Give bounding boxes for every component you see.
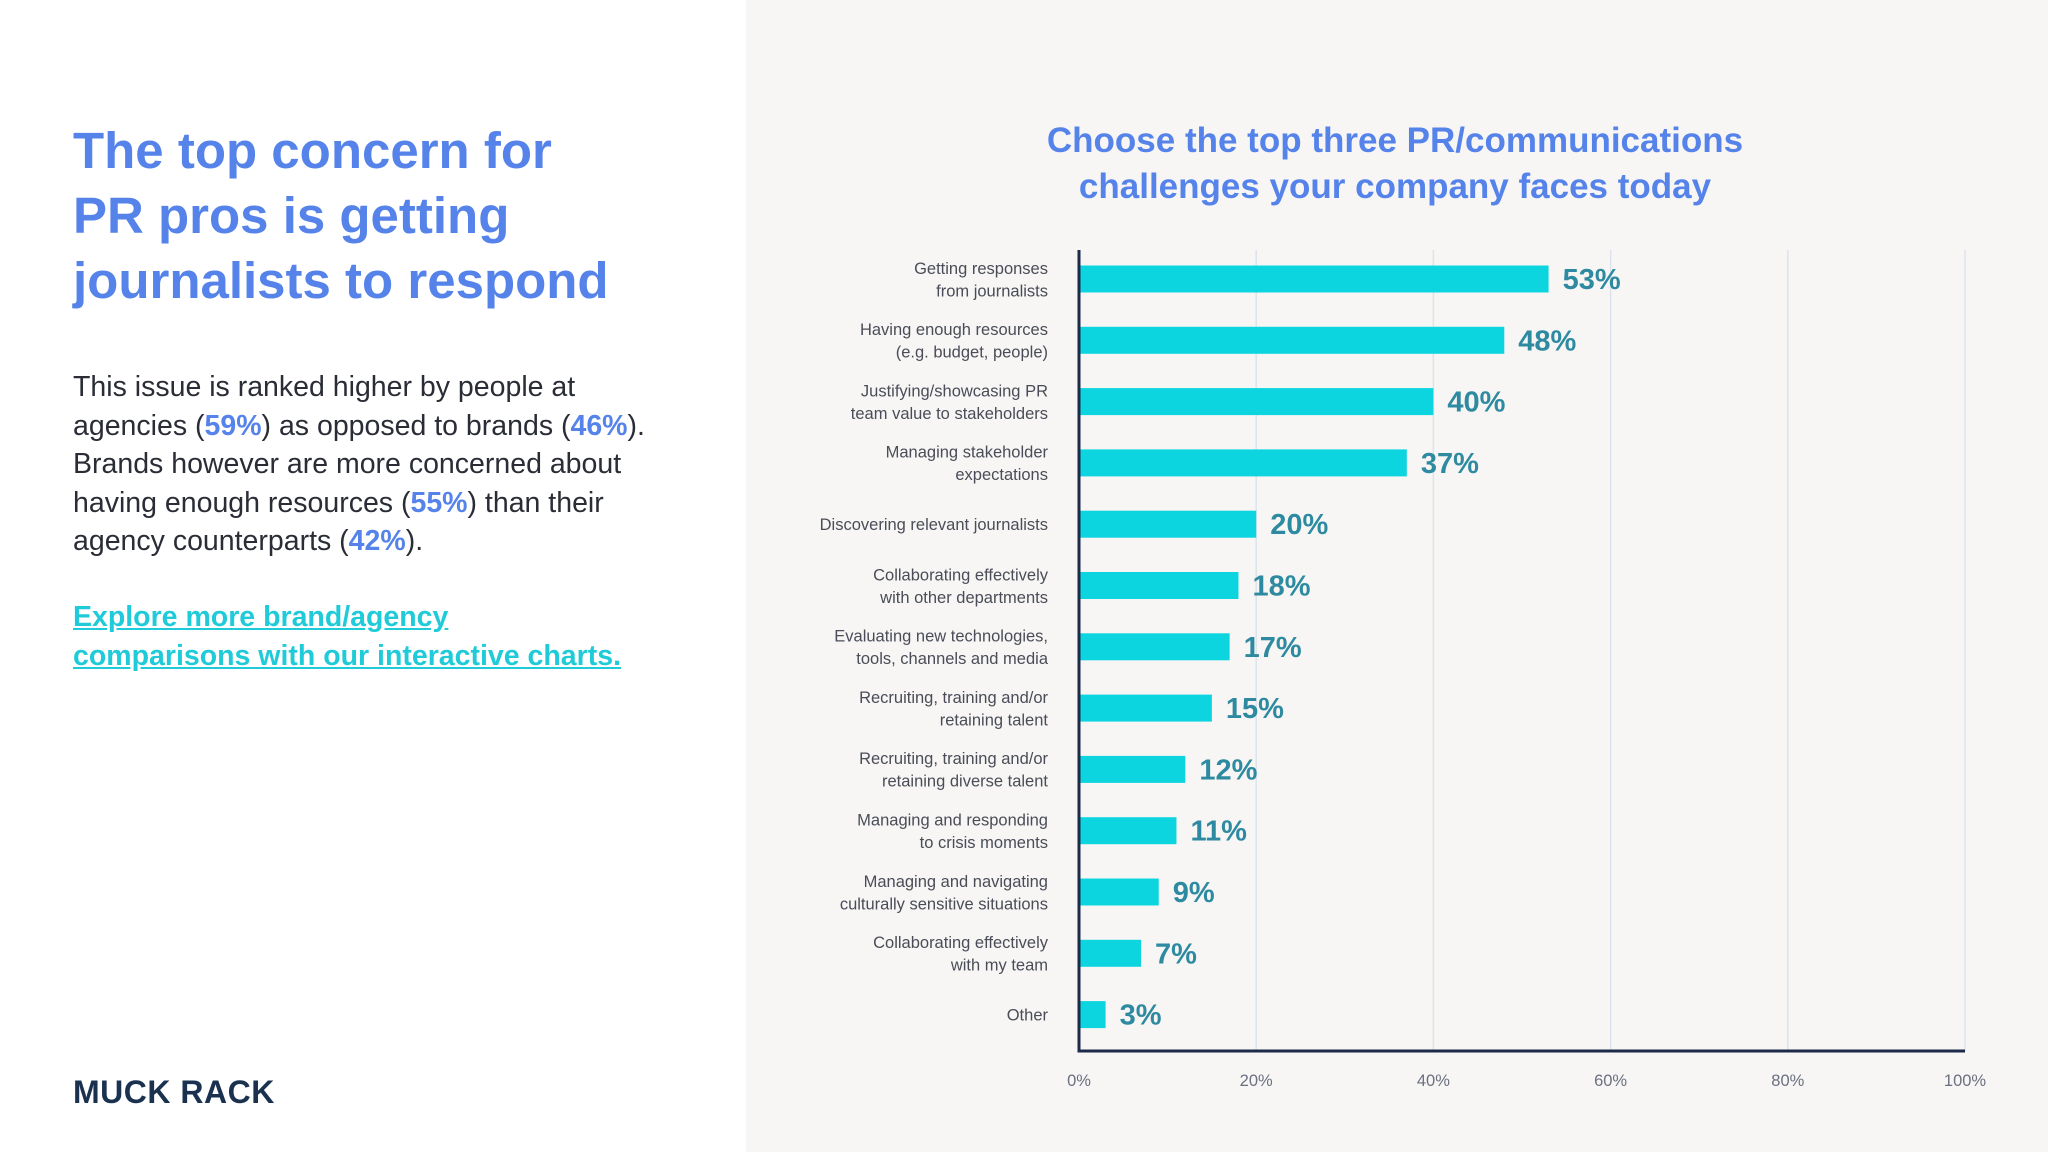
category-label: Managing and navigating [864,873,1048,891]
category-label: retaining talent [940,711,1049,729]
data-label: 37% [1421,448,1479,480]
data-label: 11% [1190,816,1247,848]
category-label: Evaluating new technologies, [834,628,1048,646]
bar [1079,326,1505,354]
bar [1079,755,1186,783]
interactive-charts-link[interactable]: Explore more brand/agency comparisons wi… [73,598,693,675]
body-text-5: ). [405,525,424,557]
data-label: 18% [1252,571,1310,603]
chart-title-line-1: Choose the top three PR/communications [1046,121,1744,160]
headline-line-1: The top concern for [73,122,552,179]
category-label: from journalists [936,282,1048,300]
body-text-3: ). Brands however are more concerned abo… [73,409,645,519]
chart-panel [746,0,2048,1152]
category-label: Collaborating effectively [873,566,1049,584]
link-line-1: Explore more brand/agency [73,601,449,633]
x-tick-label: 60% [1594,1072,1627,1090]
category-label: Recruiting, training and/or [859,689,1048,707]
category-label: expectations [955,466,1048,484]
category-label: Managing and responding [857,811,1048,829]
brand-percentage: 46% [570,409,628,442]
data-label: 15% [1226,693,1284,725]
data-label: 7% [1155,938,1197,970]
body-paragraph: This issue is ranked higher by people at… [73,368,673,561]
link-line-2: comparisons with our interactive charts. [73,639,621,672]
body-text-2: ) as opposed to brands ( [261,409,571,442]
x-tick-label: 40% [1417,1072,1450,1090]
bar [1079,633,1230,661]
x-tick-label: 20% [1240,1072,1273,1090]
data-label: 12% [1199,754,1257,786]
headline-line-3: journalists to respond [73,252,609,309]
brand-resources-percentage: 55% [410,486,468,519]
bar [1079,572,1239,599]
category-label: Discovering relevant journalists [820,516,1048,534]
category-label: with other departments [879,589,1048,607]
data-label: 53% [1563,264,1621,296]
muck-rack-logo: MUCK RACK [73,1074,275,1110]
bar [1079,510,1257,538]
body-text-1: This issue is ranked higher by people at… [73,371,576,442]
x-tick-label: 0% [1067,1072,1091,1090]
data-label: 20% [1270,509,1328,541]
data-label: 40% [1447,387,1505,419]
data-label: 48% [1518,325,1576,357]
category-label: Justifying/showcasing PR [861,382,1048,400]
left-panel [0,0,746,1152]
data-label: 3% [1120,1000,1162,1032]
headline: The top concern for PR pros is getting j… [73,118,693,313]
category-label: (e.g. budget, people) [896,344,1048,362]
category-label: Collaborating effectively [873,934,1049,952]
bar [1079,388,1434,416]
chart-title: Choose the top three PR/communications c… [1000,118,1790,210]
bar [1079,694,1212,722]
bar [1079,939,1142,967]
chart-title-line-2: challenges your company faces today [1078,167,1712,206]
category-label: retaining diverse talent [882,773,1048,791]
category-label: tools, channels and media [856,650,1049,668]
headline-line-2: PR pros is getting [73,187,510,244]
agency-percentage: 59% [204,409,262,442]
category-label: to crisis moments [920,834,1048,852]
data-label: 9% [1173,877,1215,909]
category-label: Having enough resources [860,321,1048,339]
data-label: 17% [1244,632,1302,664]
category-label: Other [1007,1007,1049,1025]
category-label: Managing stakeholder [886,444,1049,462]
category-label: with my team [950,957,1048,975]
body-text-4: ) than their agency counterparts ( [73,486,604,558]
bar [1079,265,1549,293]
x-tick-label: 100% [1944,1072,1987,1090]
bar [1079,449,1407,477]
bar [1079,878,1159,906]
bar [1079,817,1177,845]
category-label: Recruiting, training and/or [859,750,1048,768]
agency-resources-percentage: 42% [348,525,406,557]
bar [1079,1001,1106,1029]
category-label: Getting responses [914,260,1048,278]
category-label: team value to stakeholders [851,405,1048,423]
x-tick-label: 80% [1771,1072,1804,1090]
category-label: culturally sensitive situations [840,895,1048,913]
